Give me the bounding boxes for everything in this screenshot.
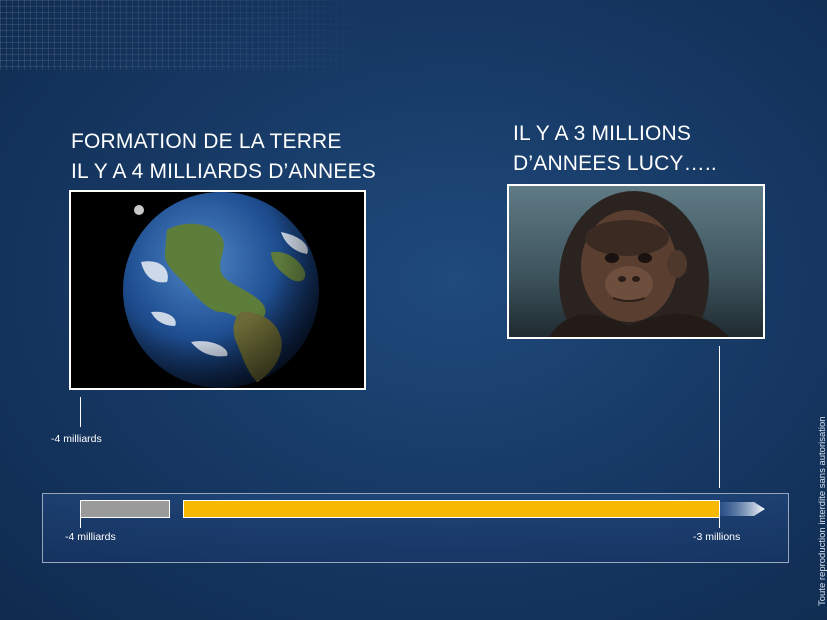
earth-heading-line-2: IL Y A 4 MILLIARDS D’ANNEES (71, 160, 376, 183)
lucy-photo (507, 184, 765, 339)
earth-connector-line (80, 397, 81, 427)
marker-label-minus-4-billion: -4 milliards (51, 433, 102, 445)
earth-heading-line-1: FORMATION DE LA TERRE (71, 130, 342, 153)
copyright-notice: Toute reproduction interdite sans autori… (817, 416, 827, 606)
timeline-end-label: -3 millions (693, 531, 741, 543)
lucy-connector-line (719, 346, 720, 488)
earth-photo (69, 190, 366, 390)
timeline-end-tick (719, 518, 720, 528)
lucy-heading-line-1: IL Y A 3 MILLIONS (513, 122, 692, 145)
timeline-start-label: -4 milliards (65, 531, 116, 543)
timeline-arrow-icon (720, 502, 765, 516)
timeline-past-segment (80, 500, 170, 518)
moon-icon (134, 205, 144, 215)
lucy-hominid-illustration (549, 191, 729, 337)
earth-globe-illustration (123, 192, 319, 388)
earth-formation-heading: FORMATION DE LA TERRE IL Y A 4 MILLIARDS… (71, 127, 376, 187)
decorative-grid (0, 0, 380, 70)
lucy-heading: IL Y A 3 MILLIONS D’ANNEES LUCY….. (513, 119, 717, 179)
timeline-main-segment (183, 500, 720, 518)
lucy-heading-line-2: D’ANNEES LUCY….. (513, 152, 717, 175)
timeline-start-tick (80, 518, 81, 528)
